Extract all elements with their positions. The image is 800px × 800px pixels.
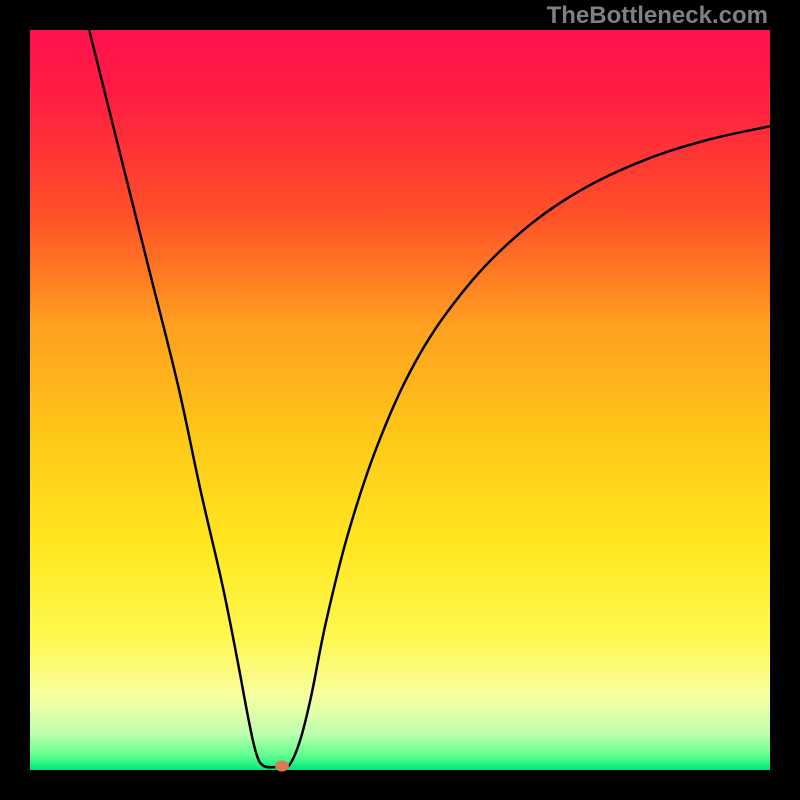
plot-area (30, 30, 770, 770)
bottleneck-curve (89, 30, 770, 768)
curve-layer (30, 30, 770, 770)
chart-container: TheBottleneck.com (0, 0, 800, 800)
watermark-text: TheBottleneck.com (547, 2, 768, 30)
valley-marker-dot (275, 761, 289, 772)
